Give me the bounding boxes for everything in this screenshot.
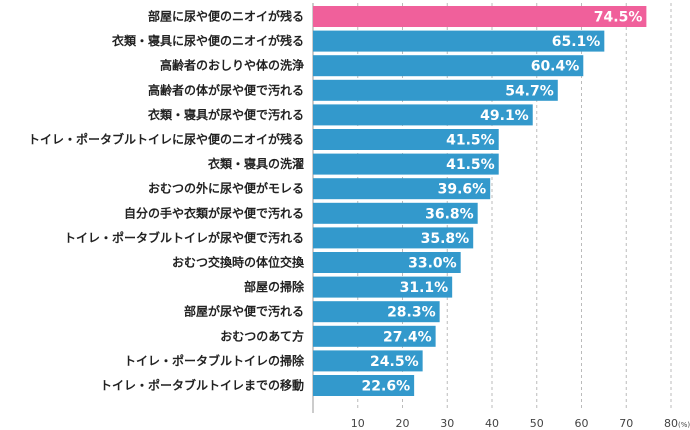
bar — [313, 301, 440, 323]
category-label: 高齢者のおしりや体の洗浄 — [160, 58, 304, 73]
value-label: 28.3% — [387, 305, 436, 321]
bar — [313, 129, 499, 150]
x-axis-unit: (%) — [678, 421, 690, 429]
x-tick-label: 50 — [530, 417, 544, 430]
category-label: 自分の手や衣類が尿や便で汚れる — [124, 205, 304, 220]
bar — [313, 55, 584, 77]
x-tick-label: 10 — [351, 417, 365, 430]
bar — [313, 252, 461, 273]
bar — [313, 104, 533, 126]
category-label: トイレ・ポータブルトイレまでの移動 — [100, 378, 304, 393]
value-label: 36.8% — [425, 206, 474, 222]
x-tick-label: 40 — [485, 417, 499, 430]
category-label: 部屋が尿や便で汚れる — [184, 304, 304, 319]
x-tick-label: 30 — [440, 417, 454, 430]
x-tick-label: 20 — [396, 417, 410, 430]
x-tick-label: 70 — [619, 417, 633, 430]
value-labels: 74.5% 65.1% 60.4% 54.7% 49.1% 41.5% 41.5% 39.6%… — [362, 10, 643, 395]
value-label: 22.6% — [362, 379, 411, 395]
category-label: おむつのあて方 — [220, 328, 304, 343]
category-label: 部屋の掃除 — [244, 279, 305, 294]
category-label: 衣類・寝具に尿や便のニオイが残る — [112, 33, 304, 48]
category-label: トイレ・ポータブルトイレが尿や便で汚れる — [64, 230, 304, 245]
category-label: 部屋に尿や便のニオイが残る — [148, 9, 304, 24]
value-label: 60.4% — [531, 59, 580, 75]
value-label: 31.1% — [400, 280, 449, 296]
bar — [313, 375, 415, 396]
bar — [313, 227, 474, 249]
bar — [313, 276, 453, 298]
bar — [313, 325, 436, 347]
category-label: トイレ・ポータブルトイレに尿や便のニオイが残る — [28, 132, 304, 147]
x-tick-label: 60 — [575, 417, 589, 430]
value-label: 35.8% — [421, 231, 470, 247]
bars — [313, 6, 647, 396]
value-label: 54.7% — [505, 83, 554, 99]
value-label: 41.5% — [446, 133, 495, 149]
bar — [313, 30, 605, 52]
value-label: 39.6% — [438, 182, 487, 198]
category-label: 衣類・寝具が尿や便で汚れる — [148, 107, 304, 122]
category-label: おむつ交換時の体位交換 — [172, 255, 305, 270]
value-label: 41.5% — [446, 157, 495, 173]
x-axis-ticks: 10 20 30 40 50 60 70 80 (%) — [351, 417, 690, 430]
value-label: 24.5% — [370, 354, 419, 370]
value-label: 65.1% — [552, 34, 601, 50]
value-label: 33.0% — [408, 256, 457, 272]
bar — [313, 202, 478, 224]
category-labels: 部屋に尿や便のニオイが残る衣類・寝具に尿や便のニオイが残る高齢者のおしりや体の洗… — [28, 9, 305, 393]
category-label: おむつの外に尿や便がモレる — [148, 181, 304, 196]
category-label: トイレ・ポータブルトイレの掃除 — [124, 353, 305, 368]
bar — [313, 79, 558, 101]
value-label: 27.4% — [383, 329, 432, 345]
bar — [313, 178, 491, 200]
bar — [313, 6, 647, 27]
x-tick-label: 80 — [664, 417, 678, 430]
value-label: 74.5% — [594, 10, 643, 26]
bar — [313, 153, 499, 175]
value-label: 49.1% — [480, 108, 529, 124]
bar — [313, 350, 423, 372]
category-label: 高齢者の体が尿や便で汚れる — [148, 82, 304, 97]
category-label: 衣類・寝具の洗濯 — [208, 156, 304, 171]
